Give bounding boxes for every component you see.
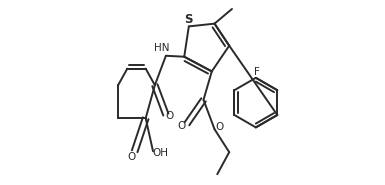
- Text: F: F: [254, 67, 260, 77]
- Text: S: S: [184, 13, 193, 26]
- Text: O: O: [128, 152, 136, 162]
- Text: HN: HN: [154, 43, 170, 53]
- Text: O: O: [166, 111, 174, 121]
- Text: O: O: [215, 122, 223, 132]
- Text: O: O: [177, 121, 186, 131]
- Text: OH: OH: [152, 148, 168, 158]
